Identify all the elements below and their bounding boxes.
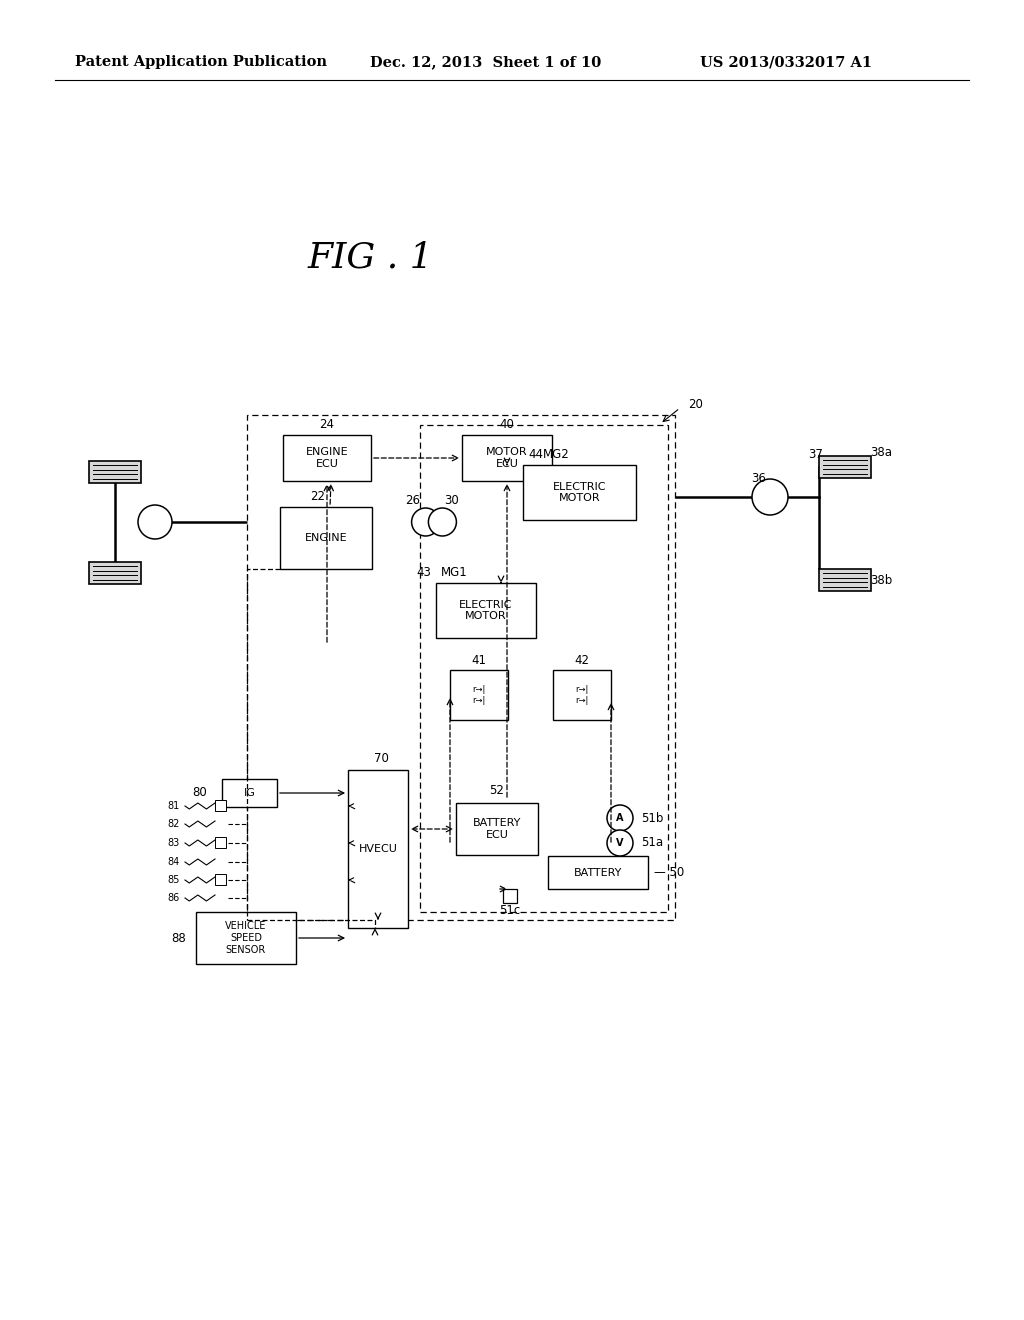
Text: IG: IG bbox=[244, 788, 255, 799]
Text: 51c: 51c bbox=[500, 904, 520, 917]
Text: ENGINE
ECU: ENGINE ECU bbox=[306, 447, 348, 469]
Bar bbox=[215, 874, 226, 884]
Text: 38b: 38b bbox=[870, 573, 892, 586]
Text: 51a: 51a bbox=[641, 837, 664, 850]
Text: r→|
r→|: r→| r→| bbox=[472, 685, 485, 705]
Bar bbox=[548, 855, 648, 888]
Text: 42: 42 bbox=[574, 653, 590, 667]
Text: 41: 41 bbox=[471, 653, 486, 667]
Text: 37: 37 bbox=[808, 447, 823, 461]
Bar bbox=[436, 583, 536, 638]
Text: 51b: 51b bbox=[641, 812, 664, 825]
Text: 52: 52 bbox=[489, 784, 505, 797]
Circle shape bbox=[412, 508, 439, 536]
Text: 85: 85 bbox=[168, 875, 180, 884]
Bar bbox=[196, 912, 296, 964]
Text: 30: 30 bbox=[444, 494, 459, 507]
Bar bbox=[553, 671, 611, 719]
Text: 80: 80 bbox=[193, 787, 207, 800]
Text: HVECU: HVECU bbox=[358, 843, 397, 854]
Text: 88: 88 bbox=[171, 932, 186, 945]
Bar bbox=[283, 436, 371, 480]
Text: 40: 40 bbox=[500, 418, 514, 432]
Bar bbox=[819, 569, 871, 591]
Bar bbox=[215, 837, 226, 847]
Text: US 2013/0332017 A1: US 2013/0332017 A1 bbox=[700, 55, 872, 69]
Bar bbox=[89, 461, 141, 483]
Circle shape bbox=[607, 805, 633, 832]
Text: r→|
r→|: r→| r→| bbox=[575, 685, 589, 705]
Text: BATTERY: BATTERY bbox=[573, 867, 623, 878]
Text: MG2: MG2 bbox=[543, 449, 569, 462]
Text: — 50: — 50 bbox=[654, 866, 684, 879]
Bar bbox=[420, 425, 668, 912]
Text: MG1: MG1 bbox=[441, 566, 468, 579]
Text: ELECTRIC
MOTOR: ELECTRIC MOTOR bbox=[459, 599, 513, 622]
Bar bbox=[215, 800, 226, 810]
Text: ENGINE: ENGINE bbox=[305, 533, 347, 543]
Text: 20: 20 bbox=[688, 399, 702, 412]
Text: 82: 82 bbox=[168, 818, 180, 829]
Text: A: A bbox=[616, 813, 624, 822]
Bar bbox=[89, 562, 141, 583]
Bar bbox=[819, 455, 871, 478]
Circle shape bbox=[138, 506, 172, 539]
Text: MOTOR
ECU: MOTOR ECU bbox=[486, 447, 527, 469]
Text: ELECTRIC
MOTOR: ELECTRIC MOTOR bbox=[553, 482, 606, 503]
Bar bbox=[503, 888, 517, 903]
Text: 36: 36 bbox=[751, 471, 766, 484]
Text: 22: 22 bbox=[310, 490, 326, 503]
Circle shape bbox=[428, 508, 457, 536]
Text: VEHICLE
SPEED
SENSOR: VEHICLE SPEED SENSOR bbox=[225, 921, 266, 954]
Text: BATTERY
ECU: BATTERY ECU bbox=[473, 818, 521, 840]
Bar bbox=[247, 414, 675, 920]
Text: 84: 84 bbox=[168, 857, 180, 867]
Text: Dec. 12, 2013  Sheet 1 of 10: Dec. 12, 2013 Sheet 1 of 10 bbox=[370, 55, 601, 69]
Text: 70: 70 bbox=[374, 751, 388, 764]
Text: 86: 86 bbox=[168, 894, 180, 903]
Text: 83: 83 bbox=[168, 838, 180, 847]
Text: 24: 24 bbox=[319, 418, 335, 432]
Bar bbox=[222, 779, 278, 807]
Circle shape bbox=[752, 479, 788, 515]
Bar bbox=[456, 803, 538, 855]
Text: 26: 26 bbox=[406, 494, 421, 507]
Bar bbox=[450, 671, 508, 719]
Bar bbox=[280, 507, 372, 569]
Bar bbox=[348, 770, 408, 928]
Text: 44: 44 bbox=[528, 449, 543, 462]
Bar bbox=[523, 465, 636, 520]
Text: V: V bbox=[616, 838, 624, 847]
Text: FIG . 1: FIG . 1 bbox=[307, 242, 433, 275]
Text: 43: 43 bbox=[416, 566, 431, 579]
Bar bbox=[462, 436, 552, 480]
Text: 38a: 38a bbox=[870, 446, 892, 458]
Circle shape bbox=[607, 830, 633, 855]
Text: Patent Application Publication: Patent Application Publication bbox=[75, 55, 327, 69]
Text: 81: 81 bbox=[168, 801, 180, 810]
